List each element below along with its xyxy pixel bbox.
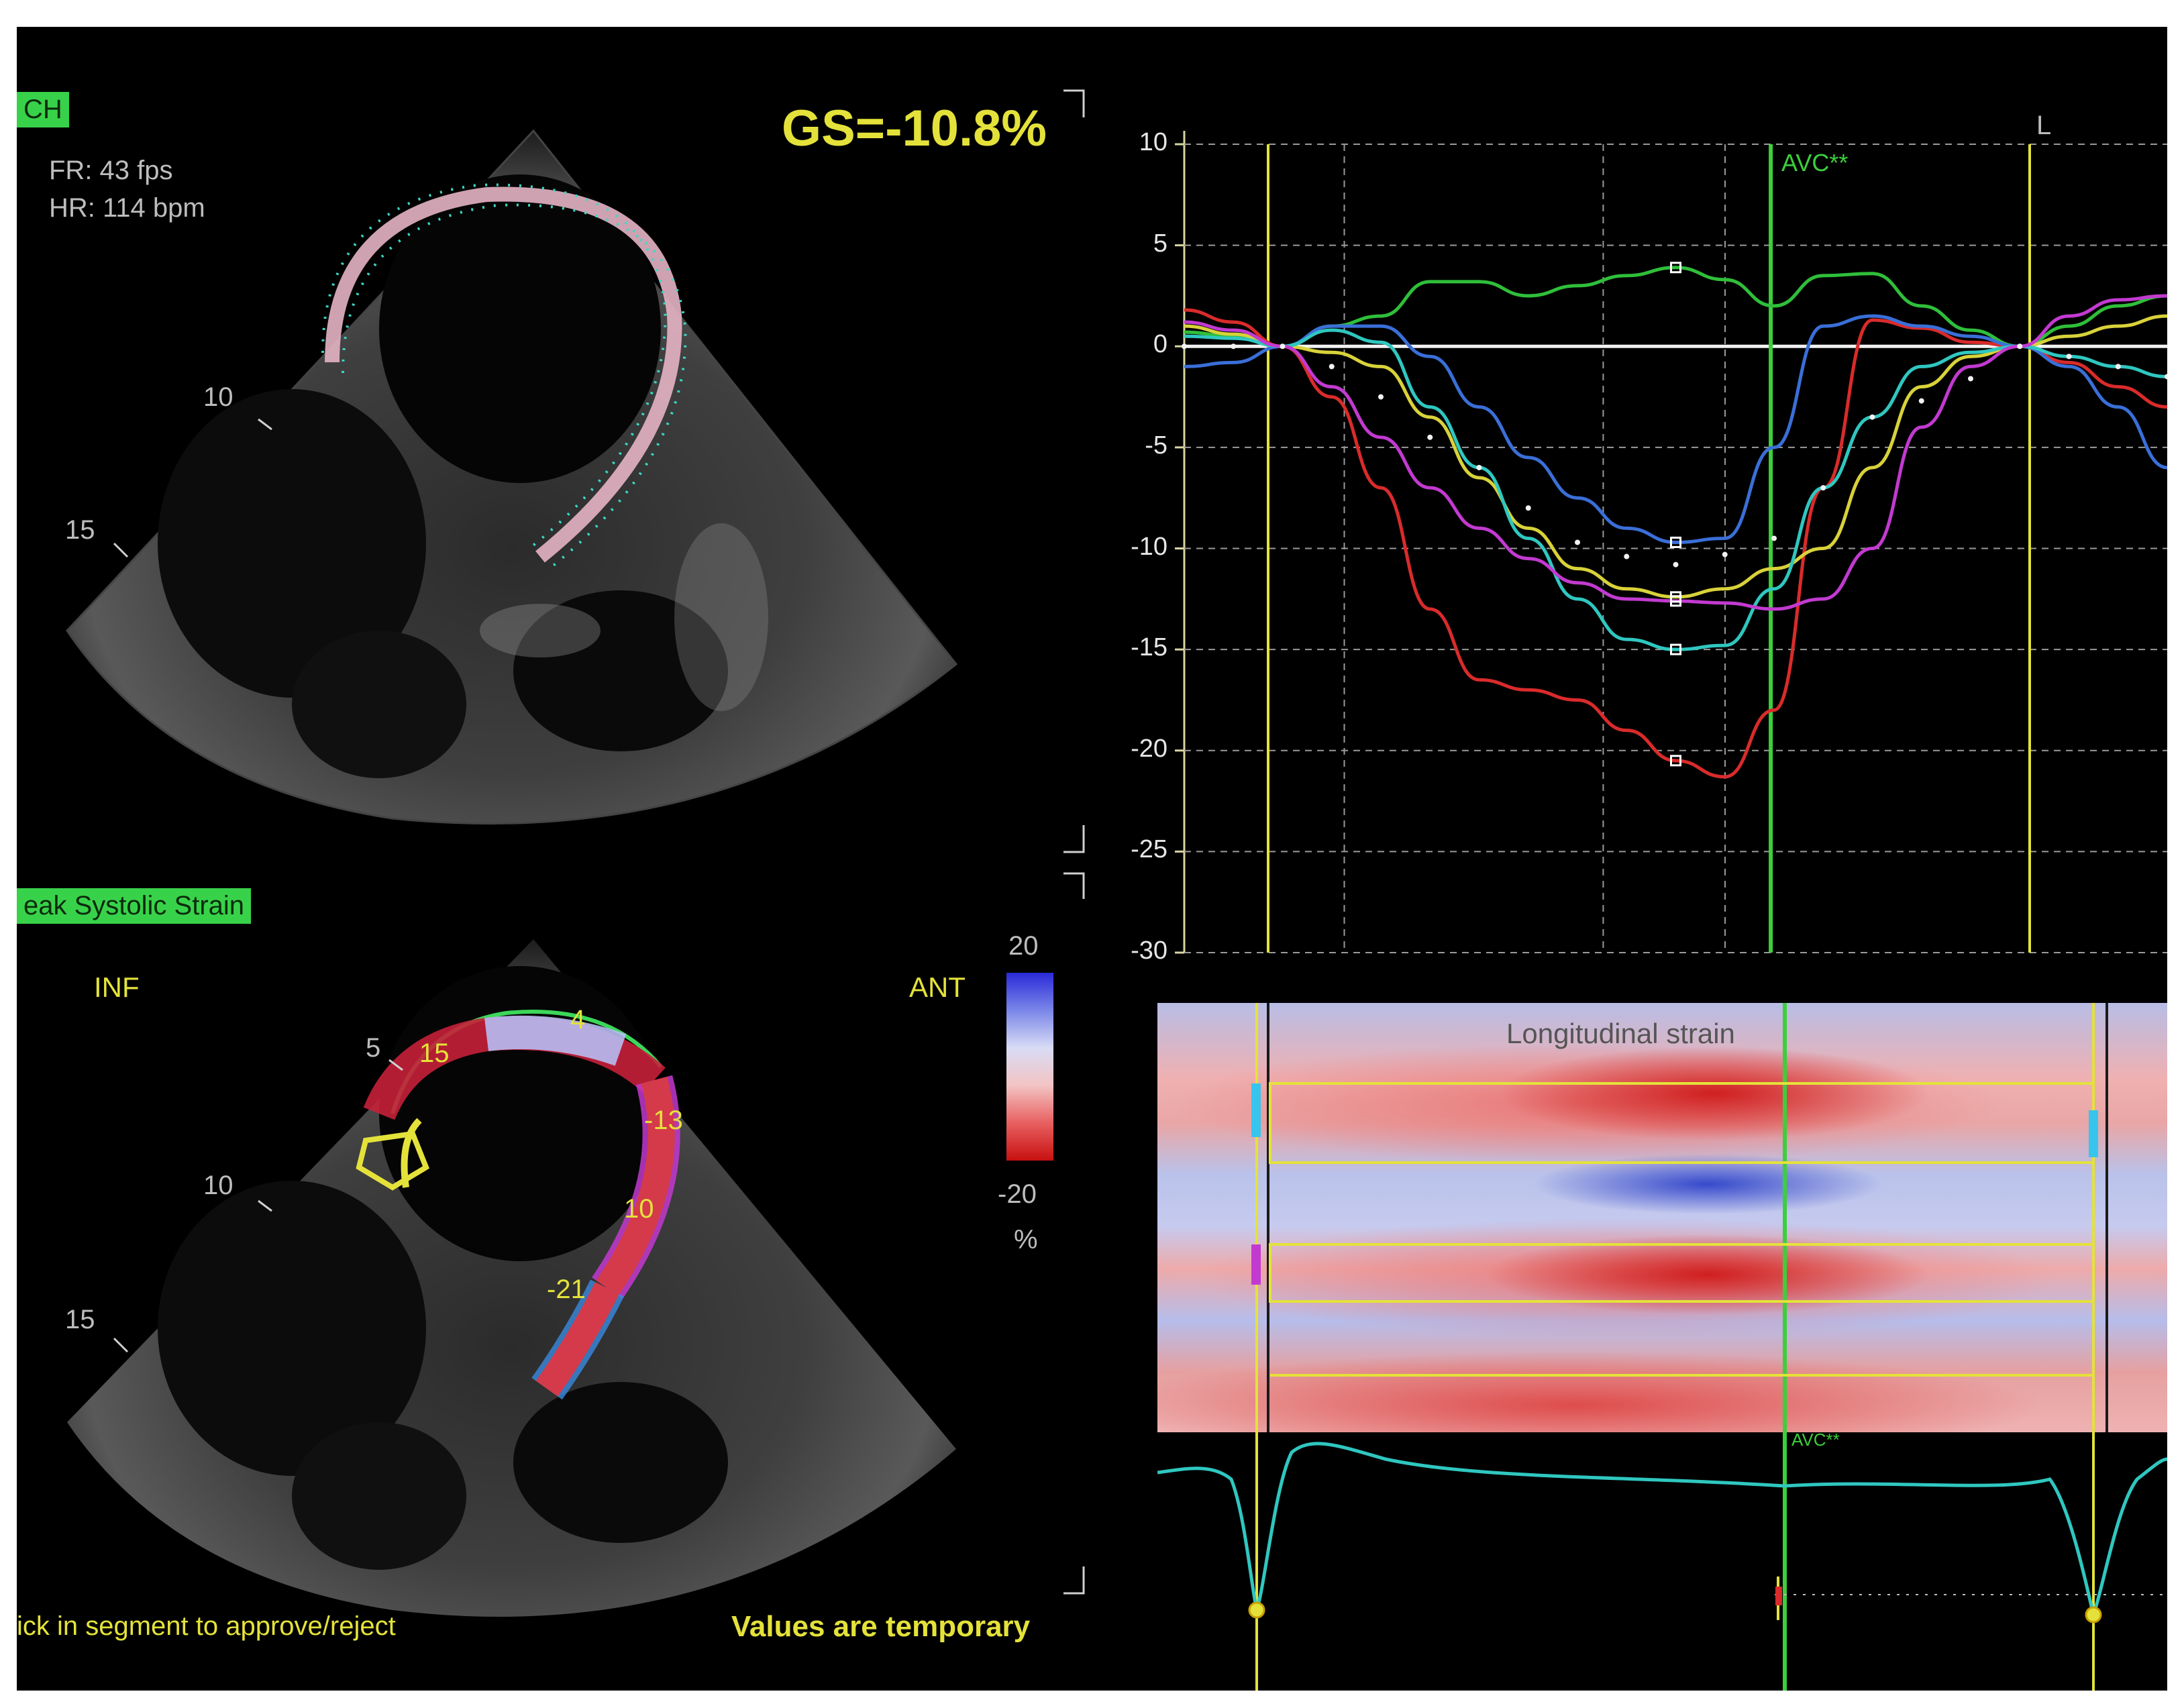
average-strain-point xyxy=(1476,465,1482,470)
strain-curve-segment-3 xyxy=(1184,314,2167,544)
bottom-echo-view: eak Systolic Strain INF ANT 5 10 15 15 4… xyxy=(17,859,1097,1691)
depth-label-15: 15 xyxy=(65,515,95,545)
average-strain-point xyxy=(1918,398,1924,404)
echo-strain-screen: CH FR: 43 fps HR: 114 bpm GS=-10.8% 10 1… xyxy=(17,27,2167,1691)
ecg-avc-label: AVC** xyxy=(1791,1430,1840,1450)
peak-marker-6 xyxy=(1670,595,1681,607)
top-echo-view: CH FR: 43 fps HR: 114 bpm GS=-10.8% 10 1… xyxy=(17,27,1097,845)
peak-marker-1 xyxy=(1670,755,1681,767)
average-strain-point xyxy=(1182,343,1187,350)
colorbar-unit: % xyxy=(1014,1225,1038,1255)
ecg-strip: AVC** xyxy=(1157,1430,2167,1691)
strain-chart-plot[interactable] xyxy=(1090,94,2167,979)
ecg-trace xyxy=(1157,1432,2167,1691)
y-tick-label: -15 xyxy=(1131,633,1167,662)
peak-marker-3 xyxy=(1670,536,1681,548)
frame-rate: FR: 43 fps xyxy=(49,156,173,185)
depth-label-10: 10 xyxy=(203,382,233,412)
average-strain-point xyxy=(1378,394,1384,400)
segment-value-mid-anterior[interactable]: 10 xyxy=(624,1194,654,1224)
segment-value-basal-inferior[interactable]: 15 xyxy=(419,1038,450,1068)
average-strain-point xyxy=(1427,434,1433,440)
strain-curve-segment-5 xyxy=(1184,328,2167,651)
segment-value-basal-anterior[interactable]: -21 xyxy=(547,1275,586,1304)
view-tag: CH xyxy=(17,92,69,127)
footer-hint: ick in segment to approve/reject xyxy=(17,1611,396,1641)
strain-map-title: Longitudinal strain xyxy=(1506,1018,1735,1049)
depth-label-10: 10 xyxy=(203,1171,233,1200)
average-strain-point xyxy=(1968,376,1973,382)
strain-map[interactable]: Longitudinal strain xyxy=(1157,1003,2167,1432)
average-strain-point xyxy=(1329,364,1335,370)
average-strain-point xyxy=(1869,414,1875,420)
strain-curve-segment-4 xyxy=(1184,314,2167,599)
average-strain-point xyxy=(1673,562,1679,568)
average-strain-point xyxy=(1231,343,1237,350)
average-strain-point xyxy=(2017,343,2023,350)
y-tick-label: 10 xyxy=(1139,128,1167,156)
average-strain-point xyxy=(1280,343,1286,350)
depth-label-15: 15 xyxy=(65,1305,95,1334)
ant-label: ANT xyxy=(909,971,966,1003)
heart-rate: HR: 114 bpm xyxy=(49,193,205,223)
colorbar xyxy=(1006,973,1053,1161)
colorbar-min: -20 xyxy=(998,1179,1037,1209)
strain-curve-segment-2 xyxy=(1184,266,2167,348)
average-strain-point xyxy=(1525,505,1531,511)
segment-value-apical[interactable]: 4 xyxy=(570,1005,586,1034)
average-strain-point xyxy=(2066,354,2072,360)
strain-map-overlay xyxy=(1251,1003,2108,1432)
average-strain-point xyxy=(2165,374,2167,380)
footer-status: Values are temporary xyxy=(731,1610,1031,1643)
average-strain-point xyxy=(1820,485,1826,491)
y-tick-label: -10 xyxy=(1131,532,1167,561)
average-strain-point xyxy=(1722,551,1728,557)
y-tick-label: -20 xyxy=(1131,734,1167,763)
peak-marker-2 xyxy=(1670,262,1681,274)
depth-label-5: 5 xyxy=(366,1033,381,1063)
gs-value: GS=-10.8% xyxy=(782,100,1047,157)
inf-label: INF xyxy=(94,971,140,1003)
mode-tag: eak Systolic Strain xyxy=(17,888,252,924)
y-tick-label: 0 xyxy=(1153,330,1167,359)
y-tick-label: -30 xyxy=(1131,937,1167,965)
average-strain-point xyxy=(1624,553,1630,559)
average-strain-point xyxy=(1771,535,1777,541)
chart-corner-label: L xyxy=(2036,111,2052,140)
segment-value-apical-anterior[interactable]: -13 xyxy=(644,1106,683,1135)
top-echo-image xyxy=(66,129,958,825)
bottom-echo-image xyxy=(67,939,956,1617)
colorbar-max: 20 xyxy=(1008,931,1039,961)
y-tick-label: -25 xyxy=(1131,835,1167,864)
average-strain-point xyxy=(1575,539,1580,545)
strain-chart: 10 5 0 -5 -10 -15 -20 -25 -30 AVC** L xyxy=(1090,94,2167,979)
y-tick-label: 5 xyxy=(1153,229,1167,258)
peak-marker-5 xyxy=(1670,643,1681,655)
avc-label: AVC** xyxy=(1781,149,1849,176)
y-tick-label: -5 xyxy=(1145,431,1167,460)
average-strain-point xyxy=(2115,364,2121,370)
strain-curve-segment-1 xyxy=(1184,308,2167,779)
